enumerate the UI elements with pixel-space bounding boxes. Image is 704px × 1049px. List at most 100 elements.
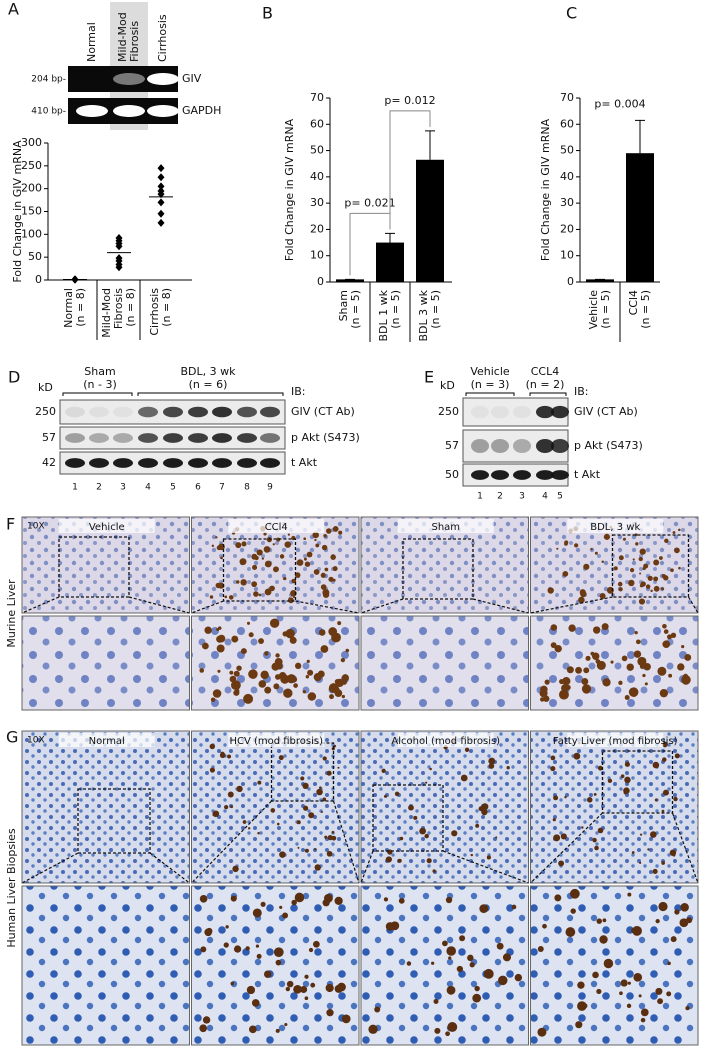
micrograph [191,730,360,884]
x-tick-label: BDL 3 wk [417,289,430,341]
stain [319,786,322,789]
blot-band [513,438,531,454]
stain [233,945,242,953]
stain [241,541,247,547]
stain [247,827,251,830]
stain [251,581,258,588]
y-axis-label: Fold Change in GIV mRNA [283,118,296,261]
stain [447,1022,458,1032]
stain [289,636,297,644]
stain [544,679,550,685]
stain [258,638,264,644]
blot-band [113,458,133,468]
stain [511,904,517,910]
gel-row-label: GAPDH [182,104,221,117]
stain [592,837,597,843]
stain [313,673,322,682]
y-tick-label: 60 [310,117,324,130]
stain [558,689,569,700]
stain [306,659,310,663]
stain [629,568,635,573]
x-tick-label: Cirrhosis [148,288,161,336]
stain [223,942,229,948]
stain [284,541,292,548]
panel-letter: A [8,0,19,19]
stain [607,778,613,783]
stain [230,895,237,902]
zoom-lines [191,600,360,614]
stain [316,788,323,796]
stain [314,848,317,851]
stain [602,678,611,687]
stain [296,559,304,566]
micrograph-label: Sham [431,522,460,533]
group-bracket [62,392,133,396]
y-axis-label: Fold Change in GIV mRNA [11,140,24,283]
stain [552,818,556,822]
gel-band [113,105,145,117]
stain [269,585,275,592]
stain [495,836,498,839]
stain [385,856,392,863]
blot-band [551,438,569,454]
stain [445,1031,450,1037]
stain [627,981,631,985]
blot-row-label: p Akt (S473) [291,431,360,444]
y-tick-label: 20 [560,222,574,235]
stain [624,761,630,767]
stain [324,835,328,839]
error-bar [385,232,395,243]
blot-band [188,458,208,468]
stain [236,580,240,584]
stain [329,694,334,700]
lane-number: 3 [120,483,126,493]
data-point [157,209,165,218]
stain [233,670,240,677]
y-tick-label: 50 [28,250,42,263]
blot-band [89,406,109,418]
stain [655,987,663,995]
stain [323,534,327,538]
stain [215,536,218,539]
kd-marker: 250 [438,405,459,418]
lane-number: 6 [195,483,201,493]
stain [592,652,600,660]
stain [273,683,280,690]
stain [210,697,216,702]
micrograph-zoom [530,885,699,1046]
stain [275,674,281,680]
stain [581,678,589,685]
stain [451,830,458,837]
blot-band [260,433,280,443]
stain [637,656,647,666]
stain [581,684,592,694]
stain [659,688,669,698]
stain [472,993,482,1003]
blot-band [89,433,109,443]
stain [209,743,216,750]
stain [506,766,510,770]
stain [674,909,680,915]
data-point [115,263,123,272]
stain [668,673,673,678]
blot-band [536,405,554,419]
stain [618,680,623,685]
blot-band [212,433,232,443]
stain [662,640,671,649]
stain [566,666,574,674]
blot-row-label: p Akt (S473) [574,439,643,452]
stain [592,971,599,979]
stain [296,820,301,825]
data-point [157,198,165,207]
stain [293,984,302,994]
stain [322,756,327,761]
stain [603,533,611,540]
stain [678,566,681,570]
stain [337,766,340,769]
stain [659,556,663,560]
lane-number: 2 [96,483,102,493]
group-n: (n - 3) [83,378,117,391]
stain [481,803,489,811]
stain [592,626,601,634]
x-tick-label: (n = 5) [639,290,652,329]
